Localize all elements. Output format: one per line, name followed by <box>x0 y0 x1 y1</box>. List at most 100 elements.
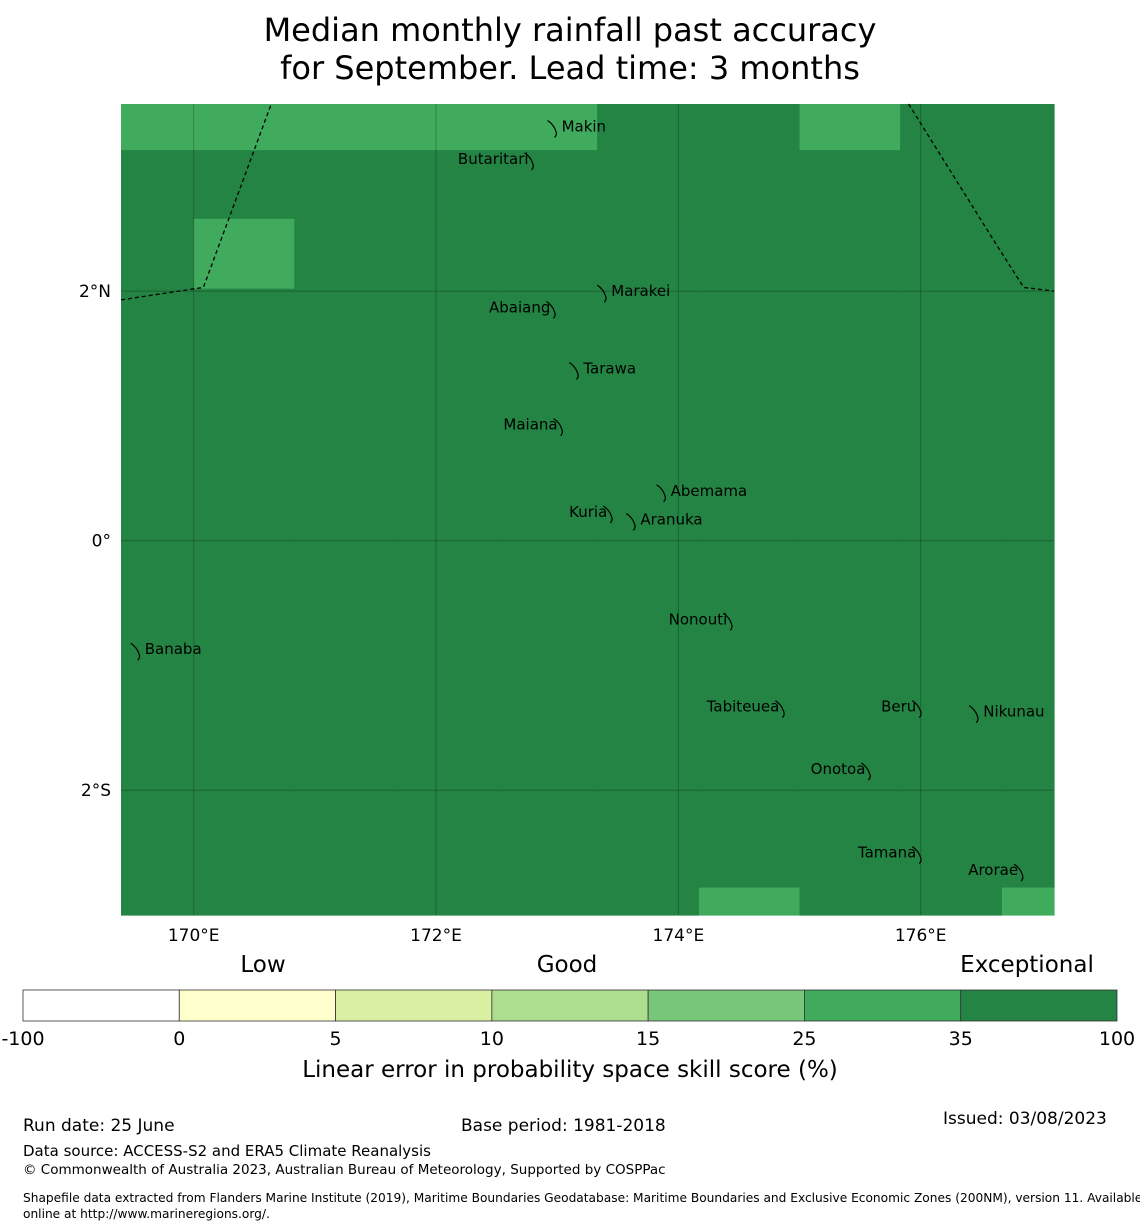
skill-cell <box>396 887 498 916</box>
skill-cell <box>496 104 598 151</box>
skill-cell <box>799 540 901 613</box>
skill-cell <box>193 150 295 220</box>
skill-cell <box>294 680 397 750</box>
skill-cell <box>799 288 901 333</box>
skill-cell <box>1001 540 1055 613</box>
island-outline <box>596 284 607 303</box>
island-label: Makin <box>562 117 607 135</box>
skill-cell <box>799 611 901 682</box>
skill-cell <box>121 611 195 682</box>
lat-tick-label: 0° <box>92 532 111 552</box>
island-label: Marakei <box>611 282 670 300</box>
island-label: Banaba <box>145 640 202 658</box>
skill-cell <box>294 540 397 613</box>
skill-cell <box>193 749 295 820</box>
skill-cell <box>698 540 801 613</box>
skill-cell <box>396 288 498 333</box>
skill-cell <box>496 680 598 750</box>
island-label: Butaritari <box>458 150 529 168</box>
skill-cell <box>698 150 801 220</box>
skill-cell <box>496 288 598 333</box>
island-outline <box>911 846 922 865</box>
eez-boundary <box>908 103 1055 292</box>
skill-cell <box>121 680 195 750</box>
colorbar-swatch <box>22 989 180 1022</box>
skill-cell <box>698 818 801 889</box>
skill-cell <box>496 749 598 820</box>
skill-cell <box>799 887 901 916</box>
skill-cell <box>1001 611 1055 682</box>
skill-cell <box>698 218 801 290</box>
skill-cell <box>496 611 598 682</box>
colorbar-swatch <box>491 989 649 1022</box>
island-outline <box>911 700 922 719</box>
skill-cell <box>1001 332 1055 542</box>
colorbar-tick-label: 35 <box>949 1028 973 1050</box>
island-label: Tabiteuea <box>706 698 780 716</box>
island-outline <box>775 700 785 719</box>
island-outline <box>130 642 141 661</box>
skill-cell <box>396 218 498 290</box>
island-outline <box>625 512 636 531</box>
skill-cell <box>597 218 700 290</box>
skill-cell <box>1001 288 1055 333</box>
skill-cell <box>496 818 598 889</box>
colorbar-swatch <box>335 989 493 1022</box>
skill-cell <box>597 887 700 916</box>
skill-cell <box>121 150 195 220</box>
skill-cell <box>698 749 801 820</box>
skill-cell <box>597 540 700 613</box>
skill-cell <box>294 218 397 290</box>
skill-cell <box>294 749 397 820</box>
island-outline <box>524 152 534 171</box>
base-period: Base period: 1981-2018 <box>461 1116 666 1136</box>
skill-cell <box>1001 680 1055 750</box>
colorbar-tick-label: 15 <box>636 1028 660 1050</box>
island-label: Aranuka <box>640 510 702 528</box>
island-outline <box>602 505 613 524</box>
shapefile-credit-line-2: online at http://www.marineregions.org/. <box>23 1207 270 1221</box>
skill-cell <box>396 104 498 151</box>
skill-cell <box>799 104 901 151</box>
skill-cell <box>496 332 598 542</box>
skill-cell <box>1001 150 1055 220</box>
island-label: Tarawa <box>582 360 636 378</box>
lon-tick-label: 172°E <box>410 926 462 946</box>
skill-cell <box>597 749 700 820</box>
issued-date: Issued: 03/08/2023 <box>943 1109 1107 1129</box>
skill-cell <box>900 611 1003 682</box>
skill-cell <box>799 218 901 290</box>
colorbar-category-label: Exceptional <box>960 952 1094 978</box>
data-source: Data source: ACCESS-S2 and ERA5 Climate … <box>23 1142 431 1160</box>
skill-cell <box>900 104 1003 151</box>
colorbar-tick-label: 5 <box>330 1028 342 1050</box>
skill-cell <box>496 887 598 916</box>
skill-cell <box>900 288 1003 333</box>
island-outline <box>547 119 557 138</box>
skill-cell <box>900 218 1003 290</box>
skill-cell <box>698 288 801 333</box>
colorbar-tick-label: 0 <box>173 1028 185 1050</box>
colorbar-swatch <box>804 989 962 1022</box>
skill-cell <box>193 680 295 750</box>
skill-cell <box>597 680 700 750</box>
island-label: Abaiang <box>489 298 550 316</box>
skill-cell <box>900 887 1003 916</box>
skill-cell <box>294 818 397 889</box>
skill-cell <box>597 332 700 542</box>
skill-cell <box>121 749 195 820</box>
colorbar-category-label: Good <box>537 952 598 978</box>
skill-cell <box>799 680 901 750</box>
skill-cell <box>698 611 801 682</box>
island-outline <box>656 484 667 503</box>
island-outline <box>546 300 556 319</box>
skill-cell <box>799 150 901 220</box>
colorbar-swatch <box>647 989 805 1022</box>
skill-cell <box>597 150 700 220</box>
skill-cell <box>698 887 801 916</box>
colorbar-tick-label: 25 <box>792 1028 816 1050</box>
skill-cell <box>121 288 195 333</box>
skill-cell <box>193 540 295 613</box>
skill-cell <box>1001 749 1055 820</box>
